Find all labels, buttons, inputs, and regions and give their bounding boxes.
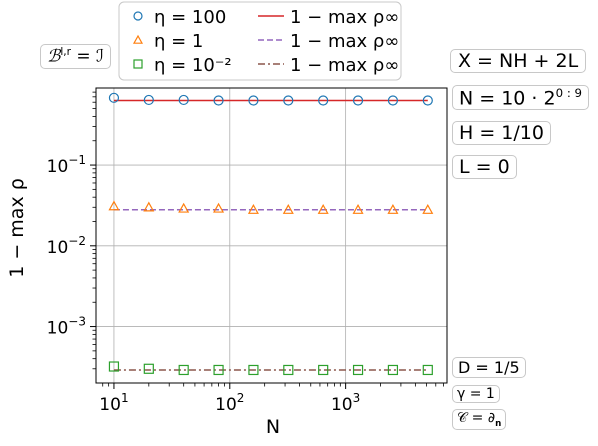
data-point-series-2 <box>317 203 329 214</box>
y-tick-label: 10−1 <box>47 153 86 177</box>
data-point-series-2 <box>282 203 294 214</box>
axis-ticks: 101 102 103 10−3 10−2 10−1 <box>47 91 444 415</box>
legend-label: 1 − max ρ∞ <box>290 55 399 76</box>
diffusion-text: D = 1/5 <box>458 358 520 377</box>
data-point-series-3 <box>422 364 433 376</box>
data-point-series-2 <box>387 203 399 214</box>
boundary-superscript: l,r <box>60 46 71 58</box>
legend-marker <box>132 34 144 44</box>
legend-marker <box>133 11 143 21</box>
boundary-annotation: ℬl,r = ℐ <box>40 44 112 69</box>
reference-lines <box>113 99 428 371</box>
data-point-series-3 <box>352 364 364 376</box>
data-point-series-1 <box>248 95 259 106</box>
y-tick-label: 10−2 <box>47 234 86 258</box>
gamma-text: γ = 1 <box>457 386 495 402</box>
y-axis-label: 1 − max ρ <box>6 178 28 278</box>
legend: η = 100 1 − max ρ∞ η = 1 1 − max ρ∞ η = 10⁻²… <box>118 1 402 81</box>
data-points <box>108 92 434 376</box>
gamma-annotation: γ = 1 <box>452 385 500 403</box>
legend-frame <box>118 1 402 81</box>
data-point-series-3 <box>143 363 154 374</box>
boundary-equation: = ℐ <box>70 46 105 67</box>
data-point-series-1 <box>422 95 433 106</box>
grid <box>96 88 447 383</box>
data-point-series-1 <box>143 94 154 106</box>
legend-marker <box>133 59 143 69</box>
data-point-series-1 <box>387 95 399 106</box>
domain-length-text: X = NH + 2L <box>458 50 579 72</box>
x-tick-label: 103 <box>331 391 360 415</box>
spacing-annotation: H = 1/10 <box>452 121 551 145</box>
legend-label: η = 10⁻² <box>154 55 232 76</box>
legend-label: 1 − max ρ∞ <box>290 7 399 28</box>
legend-label: 1 − max ρ∞ <box>290 31 399 52</box>
data-point-series-3 <box>248 364 259 376</box>
data-point-series-2 <box>143 201 155 212</box>
data-point-series-3 <box>283 364 294 376</box>
data-point-series-3 <box>387 364 399 376</box>
x-axis-label: N <box>266 416 280 438</box>
data-point-series-2 <box>213 202 225 213</box>
overlap-annotation: L = 0 <box>452 155 517 179</box>
data-point-series-2 <box>178 202 190 213</box>
grid-size-exponent: 0 : 9 <box>555 86 583 100</box>
x-tick-label: 101 <box>99 391 128 415</box>
data-point-series-1 <box>352 95 364 106</box>
y-tick-label: 10−3 <box>47 315 86 339</box>
data-point-series-2 <box>422 203 434 214</box>
domain-length-annotation: X = NH + 2L <box>450 49 587 73</box>
condition-subscript: n <box>495 418 502 429</box>
condition-annotation: 𝒞 = ∂n <box>452 409 507 430</box>
grid-size-base: N = 10 · 2 <box>459 87 556 110</box>
data-point-series-3 <box>108 361 120 372</box>
legend-label: η = 1 <box>154 31 203 52</box>
data-point-series-1 <box>178 94 189 106</box>
overlap-text: L = 0 <box>459 156 510 178</box>
data-point-series-1 <box>318 95 329 106</box>
x-tick-label: 102 <box>215 391 244 415</box>
plot-frame <box>95 87 448 384</box>
data-point-series-2 <box>108 200 120 211</box>
data-point-series-2 <box>352 203 364 214</box>
data-point-series-3 <box>178 364 189 376</box>
data-point-series-3 <box>318 364 329 376</box>
data-point-series-2 <box>247 203 259 214</box>
spacing-text: H = 1/10 <box>459 122 544 144</box>
diffusion-annotation: D = 1/5 <box>452 357 526 378</box>
data-point-series-1 <box>108 92 120 103</box>
boundary-symbol: ℬ <box>47 46 61 67</box>
data-point-series-1 <box>283 95 294 106</box>
condition-text: 𝒞 = ∂ <box>457 410 496 426</box>
data-point-series-1 <box>213 95 224 106</box>
data-point-series-3 <box>213 364 224 376</box>
legend-label: η = 100 <box>154 7 226 28</box>
grid-size-annotation: N = 10 · 20 : 9 <box>452 85 590 111</box>
